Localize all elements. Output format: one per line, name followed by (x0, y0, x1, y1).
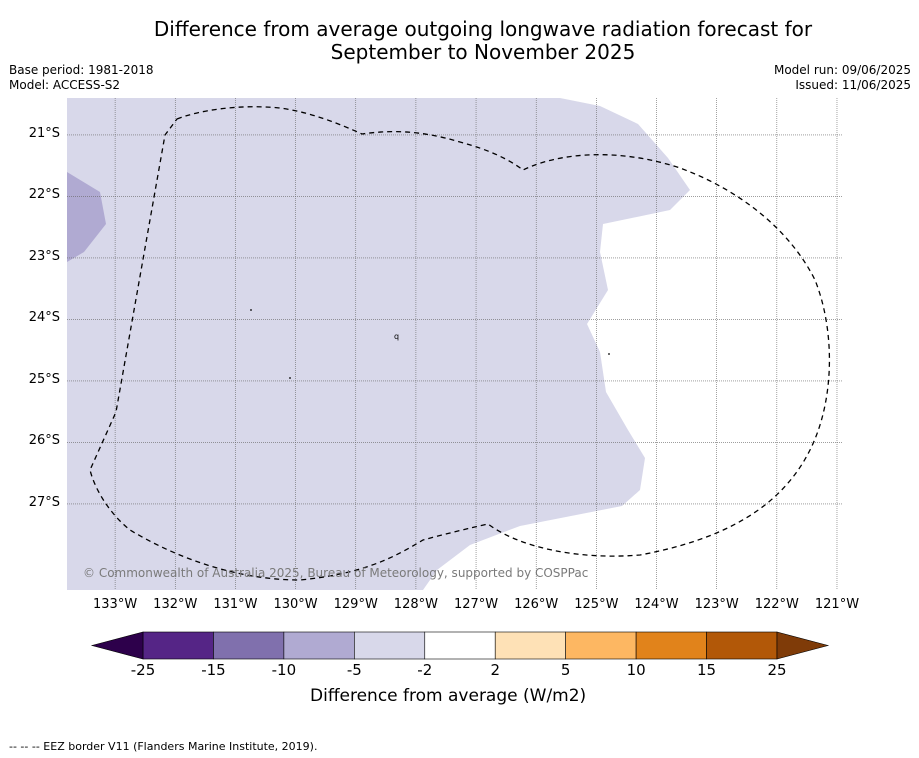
longitude-label: 121°W (814, 597, 860, 612)
meta-right: Model run: 09/06/2025 Issued: 11/06/2025 (774, 63, 911, 93)
meta-left: Base period: 1981-2018 Model: ACCESS-S2 (9, 63, 154, 93)
colorbar-tick-label: -25 (130, 661, 156, 679)
colorbar-tick-label: -15 (201, 661, 226, 679)
latitude-label: 22°S (28, 187, 60, 203)
model-name: Model: ACCESS-S2 (9, 78, 121, 92)
longitude-label: 124°W (634, 597, 679, 612)
anomaly-region-mid-purple (67, 172, 106, 262)
colorbar-title: Difference from average (W/m2) (310, 686, 587, 706)
colorbar-segment (424, 631, 496, 660)
longitude-label: 123°W (694, 597, 739, 612)
island-label: q (394, 332, 399, 341)
island-dot (608, 353, 610, 355)
colorbar-tick-label: 5 (560, 661, 571, 679)
latitude-label: 23°S (28, 248, 60, 264)
longitude-label: 130°W (273, 597, 318, 612)
map-area: q (67, 98, 843, 590)
title-line-2: September to November 2025 (330, 40, 636, 64)
colorbar-segment (283, 631, 355, 660)
model-run: Model run: 09/06/2025 (773, 63, 911, 77)
colorbar-tick-label: -5 (346, 661, 362, 679)
title-line-1: Difference from average outgoing longwav… (153, 17, 813, 41)
island-dot (250, 309, 252, 311)
colorbar-extend-low (90, 631, 144, 660)
colorbar-tick-label: 2 (490, 661, 500, 679)
latitude-label: 27°S (28, 494, 60, 510)
longitude-label: 131°W (213, 597, 258, 612)
colorbar (90, 631, 830, 660)
latitude-label: 26°S (28, 433, 60, 449)
colorbar-tick-label: -10 (271, 661, 297, 679)
colorbar-segment (706, 631, 778, 660)
colorbar-segment (494, 631, 566, 660)
longitude-label: 129°W (333, 597, 378, 612)
longitude-label: 127°W (453, 597, 499, 612)
anomaly-region-light-purple (67, 98, 690, 590)
island-dot (289, 377, 291, 379)
latitude-label: 25°S (28, 371, 60, 387)
latitude-label: 24°S (28, 310, 60, 326)
colorbar-segment (142, 631, 214, 660)
colorbar-tick-label: 10 (626, 661, 646, 679)
issued-date: Issued: 11/06/2025 (795, 78, 911, 92)
longitude-label: 122°W (754, 597, 799, 612)
colorbar-tick-label: 25 (767, 661, 787, 679)
graticule (67, 98, 843, 590)
longitude-label: 133°W (93, 597, 138, 612)
base-period: Base period: 1981-2018 (9, 63, 154, 77)
latitude-label: 21°S (28, 125, 60, 141)
colorbar-tick-label: -2 (417, 661, 433, 679)
colorbar-extend-high (776, 631, 830, 660)
colorbar-segment (635, 631, 707, 660)
longitude-label: 125°W (574, 597, 619, 612)
colorbar-segment (354, 631, 426, 660)
eez-border (89, 106, 831, 581)
colorbar-tick-label: 15 (697, 661, 717, 679)
legend-footnote: -- -- -- EEZ border V11 (Flanders Marine… (9, 740, 318, 753)
colorbar-segment (565, 631, 637, 660)
longitude-label: 128°W (393, 597, 438, 612)
copyright-notice: © Commonwealth of Australia 2025, Bureau… (83, 566, 589, 580)
chart-title: Difference from average outgoing longwav… (0, 18, 919, 64)
colorbar-segment (213, 631, 285, 660)
longitude-label: 126°W (514, 597, 559, 612)
longitude-label: 132°W (153, 597, 198, 612)
